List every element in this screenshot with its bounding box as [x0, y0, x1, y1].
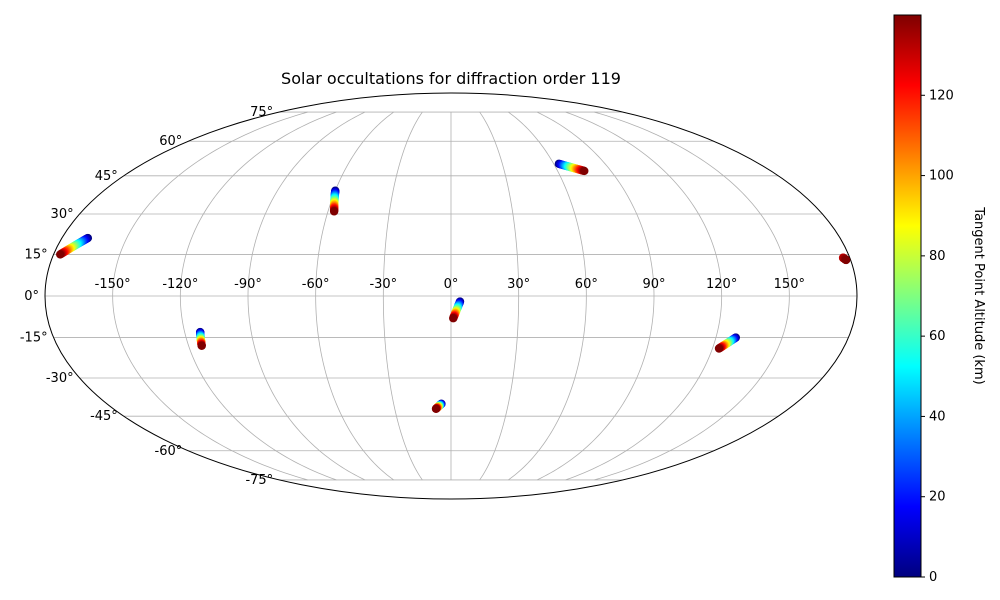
data-point: [841, 255, 851, 265]
lat-tick-label: 15°: [25, 247, 48, 262]
colorbar-label: Tangent Point Altitude (km): [971, 206, 986, 384]
colorbar-gradient: [893, 14, 922, 578]
chart-title: Solar occultations for diffraction order…: [281, 69, 621, 88]
colorbar-tick-label: 60: [929, 329, 946, 344]
lat-tick-label: 60°: [159, 134, 182, 149]
lon-tick-label: 30°: [507, 277, 530, 292]
lat-tick-label: -60°: [155, 444, 183, 459]
longitude-tick-labels: -150° -120° -90° -60° -30° 0° 30° 60° 90° 120° 150…: [95, 277, 805, 292]
lon-tick-label: -90°: [234, 277, 262, 292]
lon-tick-label: -60°: [302, 277, 330, 292]
colorbar-tick-label: 0: [929, 570, 937, 585]
data-point: [431, 404, 441, 413]
lon-tick-label: -120°: [162, 277, 198, 292]
latitude-tick-labels: 75° 60° 45° 30° 15° 0° -15° -30° -45° -60° -75°: [20, 105, 273, 488]
lat-tick-label: -15°: [20, 331, 48, 346]
data-point: [449, 314, 458, 323]
scatter-points: [56, 159, 851, 413]
data-point: [56, 250, 65, 259]
lon-tick-label: 0°: [444, 277, 459, 292]
lon-tick-label: 60°: [575, 277, 598, 292]
colorbar-tick-label: 100: [929, 169, 954, 184]
lat-tick-label: -30°: [46, 371, 74, 386]
lon-tick-label: 90°: [642, 277, 665, 292]
lat-tick-label: 45°: [95, 169, 118, 184]
colorbar: 0 20 40 60 80 100 120 Tangent Point Altitude (…: [893, 14, 986, 585]
colorbar-tick-label: 120: [929, 88, 954, 103]
data-point: [197, 341, 206, 350]
data-point: [714, 344, 724, 353]
lat-tick-label: 0°: [24, 289, 39, 304]
data-point: [580, 166, 589, 176]
lon-tick-label: -30°: [369, 277, 397, 292]
map-frame: [44, 92, 858, 500]
colorbar-ticks: 0 20 40 60 80 100 120: [921, 88, 954, 585]
lon-tick-label: 120°: [706, 277, 737, 292]
lat-tick-label: 75°: [250, 105, 273, 120]
lon-tick-label: -150°: [95, 277, 131, 292]
lat-tick-label: -45°: [90, 409, 118, 424]
colorbar-tick-label: 40: [929, 409, 946, 424]
graticule: [45, 111, 857, 481]
lat-tick-label: -75°: [245, 473, 273, 488]
data-point: [329, 207, 339, 216]
lon-tick-label: 150°: [774, 277, 805, 292]
colorbar-tick-label: 20: [929, 490, 946, 505]
lat-tick-label: 30°: [51, 207, 74, 222]
colorbar-tick-label: 80: [929, 249, 946, 264]
